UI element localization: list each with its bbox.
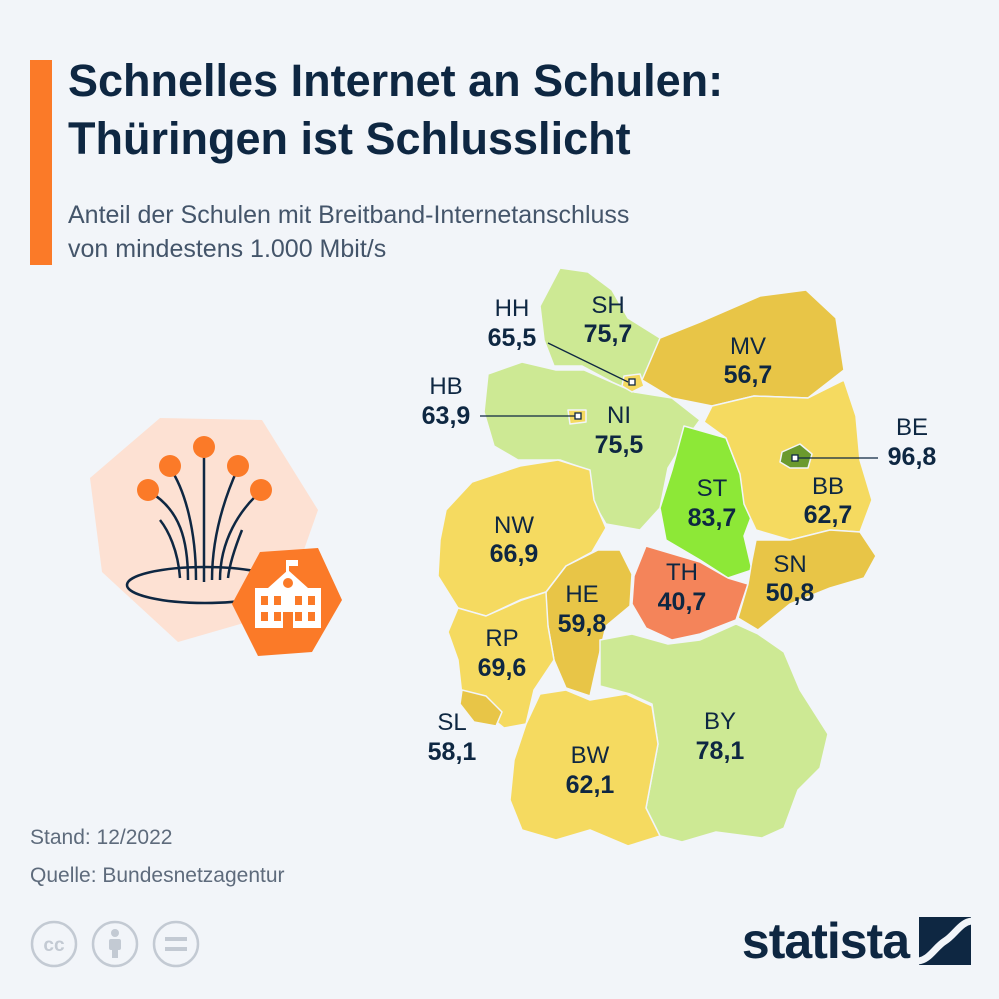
state-labels: SH 75,7 HH 65,5 MV 56,7 HB 63,9 NI 75,5 … <box>422 292 937 799</box>
label-value-BB: 62,7 <box>804 501 853 529</box>
svg-text:cc: cc <box>43 935 65 956</box>
label-value-SH: 75,7 <box>584 320 633 348</box>
label-value-NI: 75,5 <box>595 431 644 459</box>
title-line-1: Schnelles Internet an Schulen: <box>68 55 724 106</box>
label-value-HE: 59,8 <box>558 610 607 638</box>
label-value-MV: 56,7 <box>724 361 773 389</box>
brand-name: statista <box>741 913 910 969</box>
label-value-SL: 58,1 <box>428 738 477 766</box>
label-value-BY: 78,1 <box>696 737 745 765</box>
license-icons: cc <box>30 920 200 968</box>
label-code-SL: SL <box>437 709 466 736</box>
label-code-BB: BB <box>812 473 844 500</box>
subtitle: Anteil der Schulen mit Breitband-Interne… <box>68 198 629 266</box>
label-code-RP: RP <box>485 625 518 652</box>
statista-logo[interactable]: statista <box>742 912 971 970</box>
cc-icon <box>30 920 78 968</box>
state-MV <box>641 289 845 407</box>
label-code-ST: ST <box>697 475 728 502</box>
label-value-ST: 83,7 <box>688 504 737 532</box>
illustration-fiber-tips <box>137 436 272 501</box>
label-value-BE: 96,8 <box>888 443 937 471</box>
state-TH <box>631 545 749 641</box>
label-value-TH: 40,7 <box>658 588 707 616</box>
school-windows <box>261 578 315 628</box>
title-line-2: Thüringen ist Schlusslicht <box>68 113 631 164</box>
label-code-TH: TH <box>666 559 698 586</box>
subtitle-line-2: von mindestens 1.000 Mbit/s <box>68 235 387 263</box>
label-code-HH: HH <box>495 295 530 322</box>
label-code-SN: SN <box>773 551 806 578</box>
fiber-school-illustration <box>90 418 342 656</box>
state-SL <box>459 689 503 727</box>
label-code-HE: HE <box>565 581 598 608</box>
by-person-icon <box>91 920 139 968</box>
accent-bar <box>30 60 52 265</box>
label-code-NI: NI <box>607 402 631 429</box>
label-value-BW: 62,1 <box>566 771 615 799</box>
label-value-HH: 65,5 <box>488 324 537 352</box>
page-title: Schnelles Internet an Schulen: Thüringen… <box>68 52 723 168</box>
leader-lines <box>480 342 878 459</box>
statista-logo-icon <box>919 917 971 965</box>
label-value-NW: 66,9 <box>490 540 539 568</box>
label-value-HB: 63,9 <box>422 402 471 430</box>
states <box>437 267 877 847</box>
leader-markers <box>574 378 799 462</box>
nd-equals-icon <box>152 920 200 968</box>
label-code-SH: SH <box>591 292 624 319</box>
label-code-MV: MV <box>730 333 766 360</box>
subtitle-line-1: Anteil der Schulen mit Breitband-Interne… <box>68 201 630 229</box>
label-code-NW: NW <box>494 512 534 539</box>
label-code-HB: HB <box>429 373 462 400</box>
footer-stand: Stand: 12/2022 <box>30 826 173 849</box>
label-code-BY: BY <box>704 708 736 735</box>
label-code-BW: BW <box>571 742 610 769</box>
state-SN <box>737 529 877 631</box>
state-BW <box>509 689 661 847</box>
footer-source: Quelle: Bundesnetzagentur <box>30 864 285 887</box>
label-code-BE: BE <box>896 414 928 441</box>
label-value-RP: 69,6 <box>478 654 527 682</box>
label-value-SN: 50,8 <box>766 579 815 607</box>
